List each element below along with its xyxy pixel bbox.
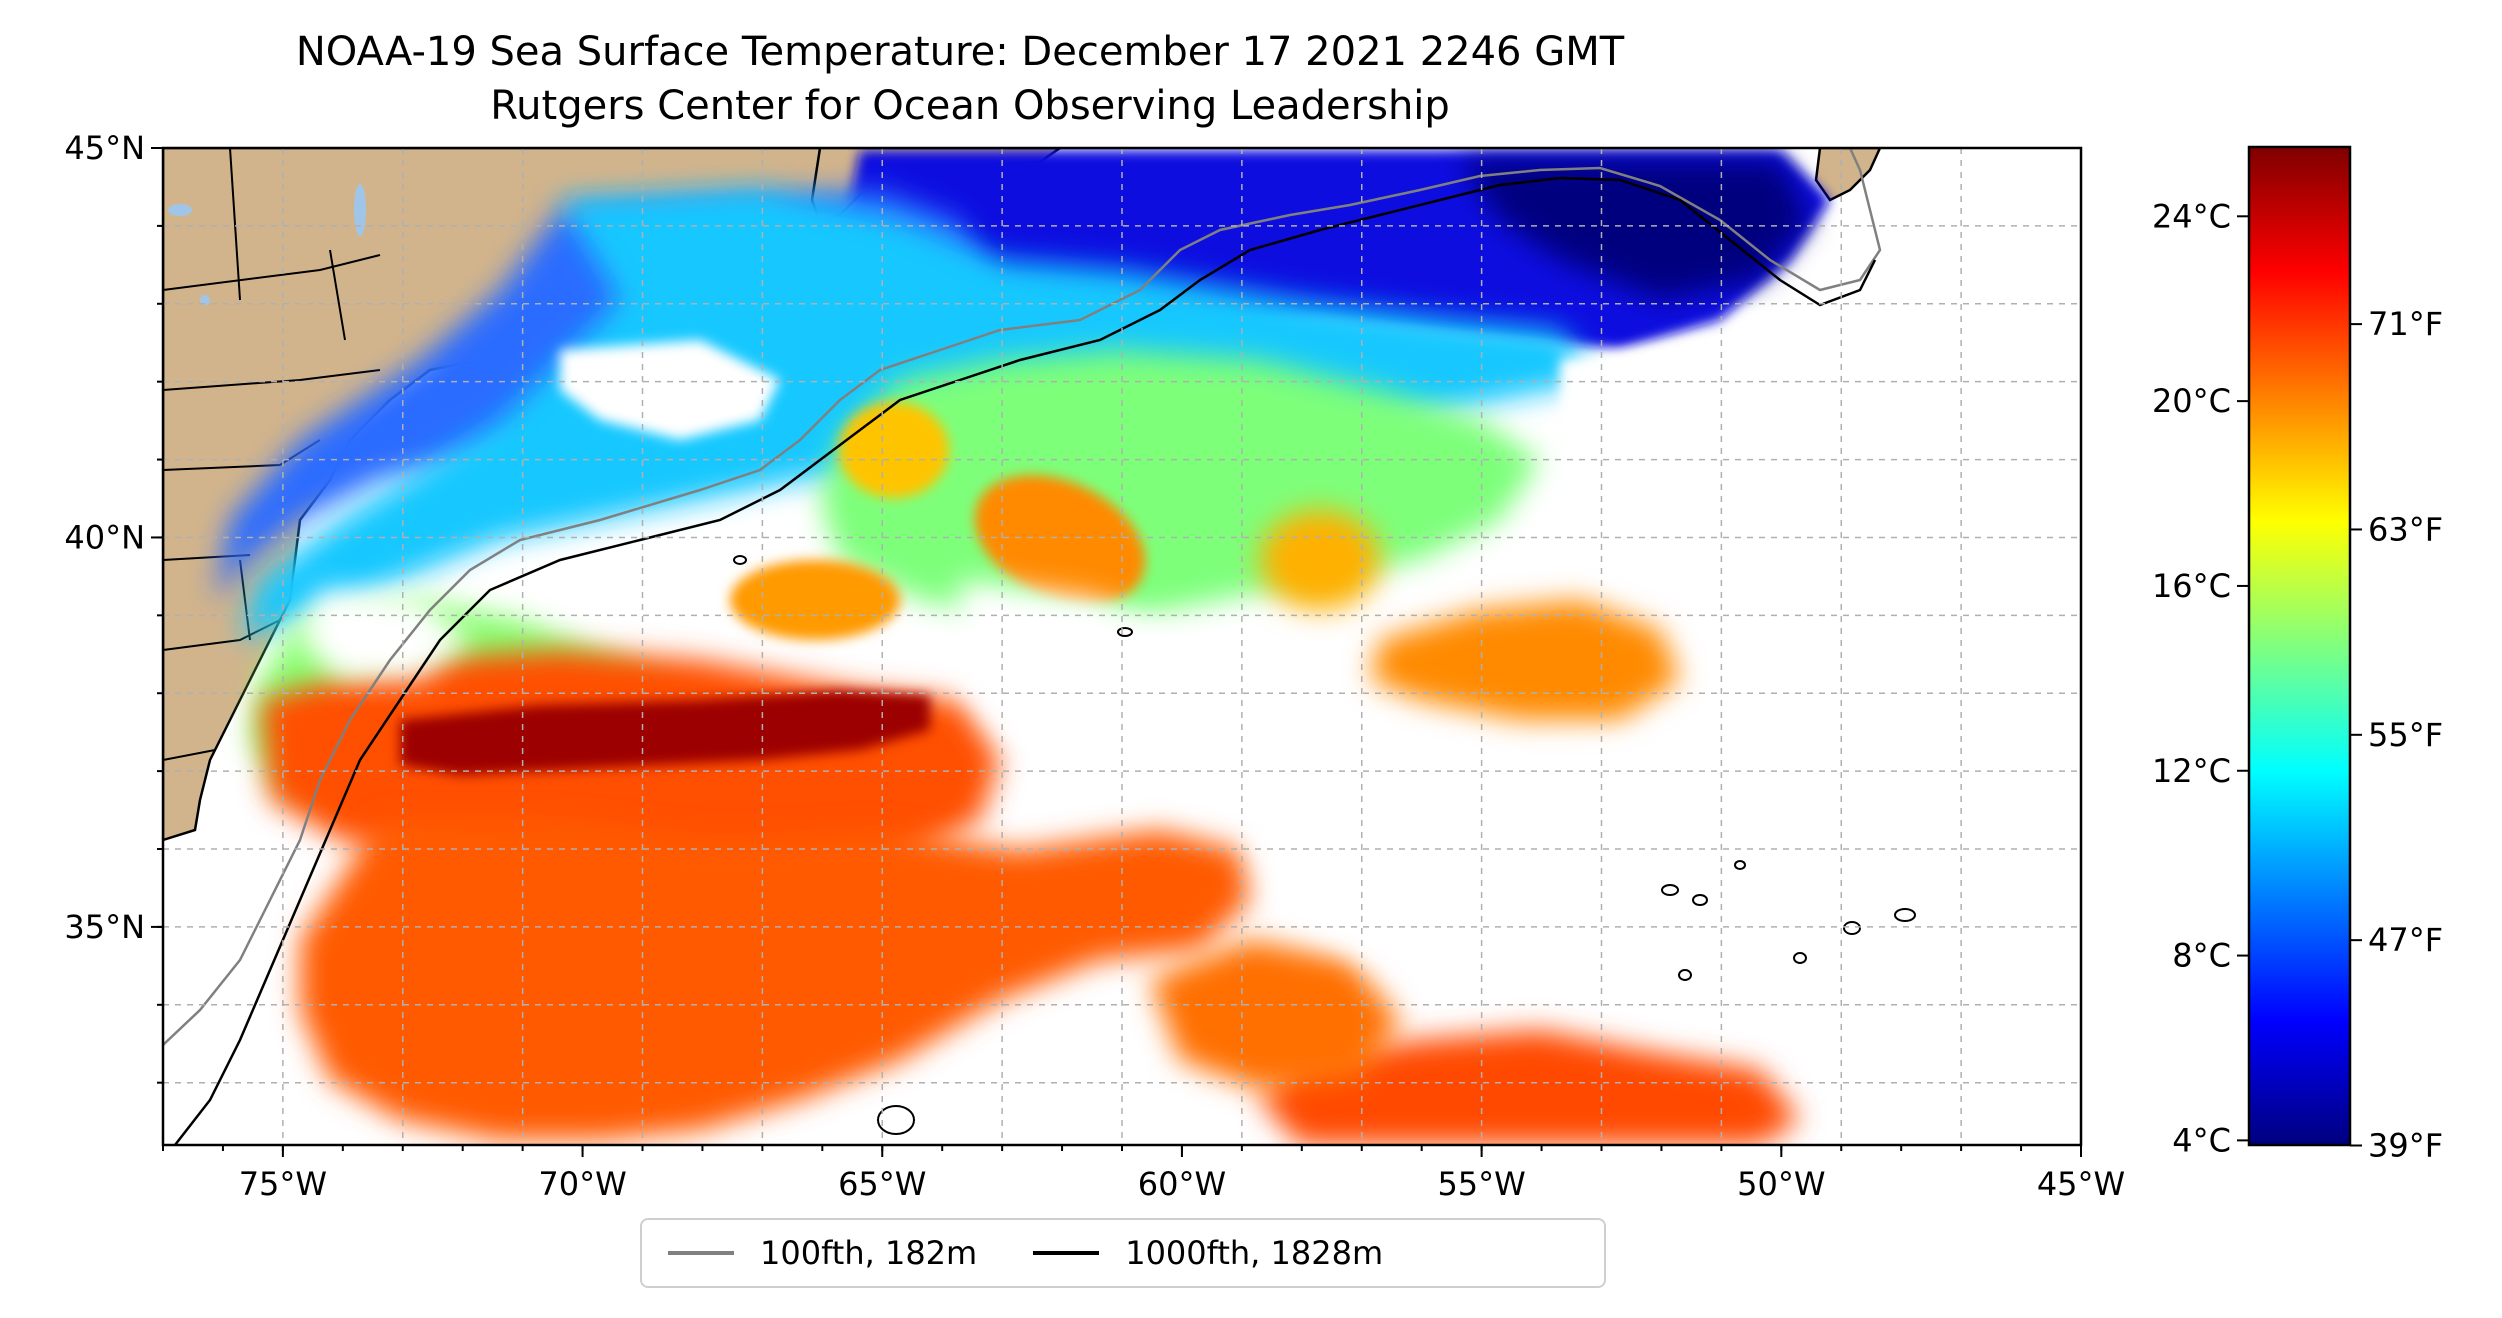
seamount-contours — [733, 555, 1916, 1135]
lon-tick-label: 65°W — [838, 1165, 926, 1203]
lakes — [168, 184, 366, 305]
latitude-ticks: 45°N 40°N 35°N — [64, 129, 163, 1084]
legend-item-100fth: 100fth, 182m — [668, 1234, 977, 1272]
legend-line-1000fth — [1033, 1251, 1100, 1255]
fahrenheit-tick-label: 71°F — [2368, 305, 2443, 343]
lon-tick-label: 70°W — [538, 1165, 626, 1203]
celsius-tick-label: 16°C — [2152, 567, 2231, 605]
colorbar-fahrenheit-ticks: 39°F 47°F 55°F 63°F 71°F — [2350, 305, 2443, 1165]
longitude-ticks: 75°W 70°W 65°W 60°W 55°W 50°W 45°W — [162, 1145, 2125, 1203]
celsius-tick-label: 24°C — [2152, 197, 2231, 235]
gridlines — [163, 148, 2081, 1145]
lon-tick-label: 60°W — [1138, 1165, 1226, 1203]
map-area — [163, 148, 2081, 1145]
land-newfoundland — [1814, 148, 1882, 202]
fahrenheit-tick-label: 39°F — [2368, 1127, 2443, 1165]
celsius-tick-label: 12°C — [2152, 752, 2231, 790]
sst-warm-south — [300, 820, 1250, 1140]
cloud-gap-4 — [1680, 350, 1900, 560]
sst-warm-east-patch — [1370, 600, 1680, 720]
cloud-gap-3 — [1560, 740, 1800, 1020]
colorbar — [2247, 145, 2352, 1147]
legend-item-1000fth: 1000fth, 1828m — [1033, 1234, 1383, 1272]
legend-label-100fth: 100fth, 182m — [760, 1234, 978, 1272]
fahrenheit-tick-label: 47°F — [2368, 921, 2443, 959]
contour-1000fth — [174, 176, 1877, 1145]
cloud-gap-1 — [560, 340, 780, 440]
legend: 100fth, 182m 1000fth, 1828m — [640, 1218, 1606, 1288]
sst-warm-eddy-2 — [974, 475, 1146, 605]
map-subtitle: Rutgers Center for Ocean Observing Leade… — [490, 83, 1450, 129]
lon-tick-label: 45°W — [2037, 1165, 2125, 1203]
sst-warm-eddy-3 — [1260, 510, 1380, 610]
contour-100fth — [163, 148, 1882, 1046]
lat-tick-label: 35°N — [64, 908, 145, 946]
lon-tick-label: 75°W — [239, 1165, 327, 1203]
sst-deep-blue — [1460, 160, 1810, 300]
legend-line-100fth — [668, 1251, 734, 1255]
celsius-tick-label: 8°C — [2172, 937, 2231, 975]
colorbar-celsius-ticks: 4°C 8°C 12°C 16°C 20°C 24°C — [2152, 197, 2249, 1159]
sst-warm-eddy-1 — [839, 402, 949, 498]
sst-warm-south-east — [1260, 1030, 1800, 1145]
sst-warm-patch-mid — [730, 560, 900, 640]
lon-tick-label: 55°W — [1437, 1165, 1525, 1203]
cloud-gap-6 — [960, 580, 1260, 800]
fahrenheit-tick-label: 55°F — [2368, 716, 2443, 754]
sst-gulf-stream-core — [400, 690, 930, 775]
celsius-tick-label: 20°C — [2152, 382, 2231, 420]
cloud-gap-7 — [1260, 740, 1520, 960]
lat-tick-label: 45°N — [64, 129, 145, 167]
celsius-tick-label: 4°C — [2172, 1121, 2231, 1159]
legend-label-1000fth: 1000fth, 1828m — [1125, 1234, 1384, 1272]
fahrenheit-tick-label: 63°F — [2368, 510, 2443, 548]
lon-tick-label: 50°W — [1737, 1165, 1825, 1203]
map-title: NOAA-19 Sea Surface Temperature: Decembe… — [295, 29, 1625, 75]
lat-tick-label: 40°N — [64, 518, 145, 556]
sst-warm-mid-patch — [1150, 940, 1400, 1090]
